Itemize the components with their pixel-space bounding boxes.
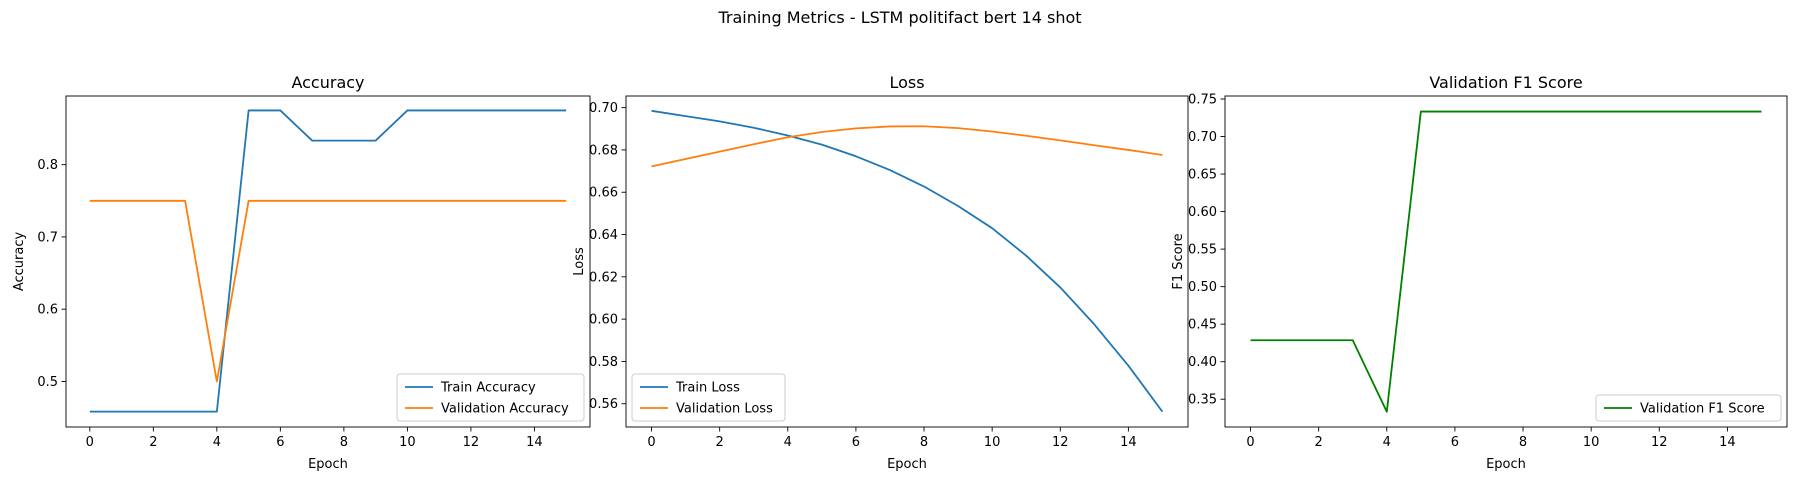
x-tick-label: 2 — [716, 435, 724, 450]
y-tick-label: 0.8 — [37, 158, 58, 173]
x-tick-label: 10 — [1583, 435, 1600, 450]
x-tick-label: 12 — [1052, 435, 1069, 450]
x-tick-label: 14 — [1120, 435, 1137, 450]
x-tick-label: 12 — [463, 435, 480, 450]
series-line-1 — [1250, 110, 1762, 413]
chart-title: Accuracy — [291, 73, 364, 92]
legend-box — [396, 373, 585, 422]
y-tick-label: 0.5 — [37, 375, 58, 390]
subplot-1: 0 2 4 6 8 10 12 14 0.5 0.6 0.7 0.8 Accuracy Epoch Accu… — [12, 73, 591, 472]
x-tick-label: 12 — [1651, 435, 1668, 450]
y-tick-label: 0.62 — [589, 270, 618, 285]
x-tick-label: 0 — [1246, 435, 1254, 450]
x-tick-label: 8 — [340, 435, 348, 450]
legend-box — [1595, 394, 1782, 422]
legend: Train Accuracy Validation Accuracy — [396, 373, 585, 422]
x-axis-label: Epoch — [887, 457, 927, 472]
x-axis-label: Epoch — [308, 457, 348, 472]
y-tick-label: 0.68 — [589, 143, 618, 158]
y-axis-label: F1 Score — [1171, 233, 1186, 289]
x-axis-label: Epoch — [1486, 457, 1526, 472]
y-tick-label: 0.70 — [1188, 130, 1217, 145]
x-tick-label: 10 — [984, 435, 1001, 450]
axes-frame — [1224, 95, 1788, 428]
chart-title: Validation F1 Score — [1429, 73, 1582, 92]
legend-label: Train Loss — [675, 381, 740, 396]
y-tick-label: 0.60 — [1188, 205, 1217, 220]
axes-frame — [625, 95, 1189, 428]
legend-label: Validation F1 Score — [1640, 402, 1765, 417]
figure-suptitle: Training Metrics - LSTM politifact bert … — [717, 8, 1081, 27]
y-tick-label: 0.64 — [589, 228, 618, 243]
x-tick-label: 10 — [399, 435, 416, 450]
x-tick-label: 8 — [1519, 435, 1527, 450]
subplot-2: 0 2 4 6 8 10 12 14 0.56 0.58 0.60 0.62 0.64 0.66 0.68 0… — [572, 73, 1189, 472]
x-tick-label: 4 — [1383, 435, 1391, 450]
y-tick-label: 0.55 — [1188, 243, 1217, 258]
y-tick-label: 0.56 — [589, 397, 618, 412]
x-tick-label: 6 — [276, 435, 284, 450]
y-tick-label: 0.35 — [1188, 393, 1217, 408]
y-tick-label: 0.6 — [37, 303, 58, 318]
plot-area — [66, 96, 590, 427]
x-tick-label: 2 — [149, 435, 157, 450]
axes-frame — [65, 95, 591, 428]
x-tick-label: 4 — [784, 435, 792, 450]
series-line-1 — [89, 109, 567, 413]
y-axis-label: Loss — [572, 247, 587, 276]
y-tick-label: 0.66 — [589, 186, 618, 201]
x-tick-label: 2 — [1315, 435, 1323, 450]
x-tick-label: 6 — [1451, 435, 1459, 450]
x-tick-label: 8 — [920, 435, 928, 450]
y-tick-label: 0.65 — [1188, 168, 1217, 183]
x-tick-label: 14 — [526, 435, 543, 450]
legend-label: Validation Loss — [676, 402, 773, 417]
y-tick-label: 0.70 — [589, 101, 618, 116]
plot-area — [1225, 96, 1787, 427]
y-tick-label: 0.75 — [1188, 93, 1217, 108]
legend-label: Validation Accuracy — [441, 402, 569, 417]
x-tick-label: 6 — [852, 435, 860, 450]
legend-label: Train Accuracy — [440, 381, 536, 396]
subplot-3: 0 2 4 6 8 10 12 14 0.35 0.40 0.45 0.50 0.55 0.60 0.65 0… — [1171, 73, 1788, 472]
x-tick-label: 0 — [647, 435, 655, 450]
series-line-2 — [651, 125, 1163, 168]
y-tick-label: 0.7 — [37, 230, 58, 245]
x-tick-label: 4 — [213, 435, 221, 450]
y-axis-label: Accuracy — [12, 232, 27, 292]
y-tick-label: 0.58 — [589, 355, 618, 370]
series-line-1 — [651, 109, 1164, 413]
y-tick-label: 0.60 — [589, 313, 618, 328]
x-tick-label: 14 — [1719, 435, 1736, 450]
x-tick-label: 0 — [86, 435, 94, 450]
y-tick-label: 0.50 — [1188, 280, 1217, 295]
legend-box — [631, 373, 786, 422]
legend: Train Loss Validation Loss — [631, 373, 786, 422]
chart-title: Loss — [889, 73, 924, 92]
legend: Validation F1 Score — [1595, 394, 1782, 422]
y-tick-label: 0.40 — [1188, 355, 1217, 370]
y-tick-label: 0.45 — [1188, 318, 1217, 333]
series-line-2 — [89, 199, 567, 383]
